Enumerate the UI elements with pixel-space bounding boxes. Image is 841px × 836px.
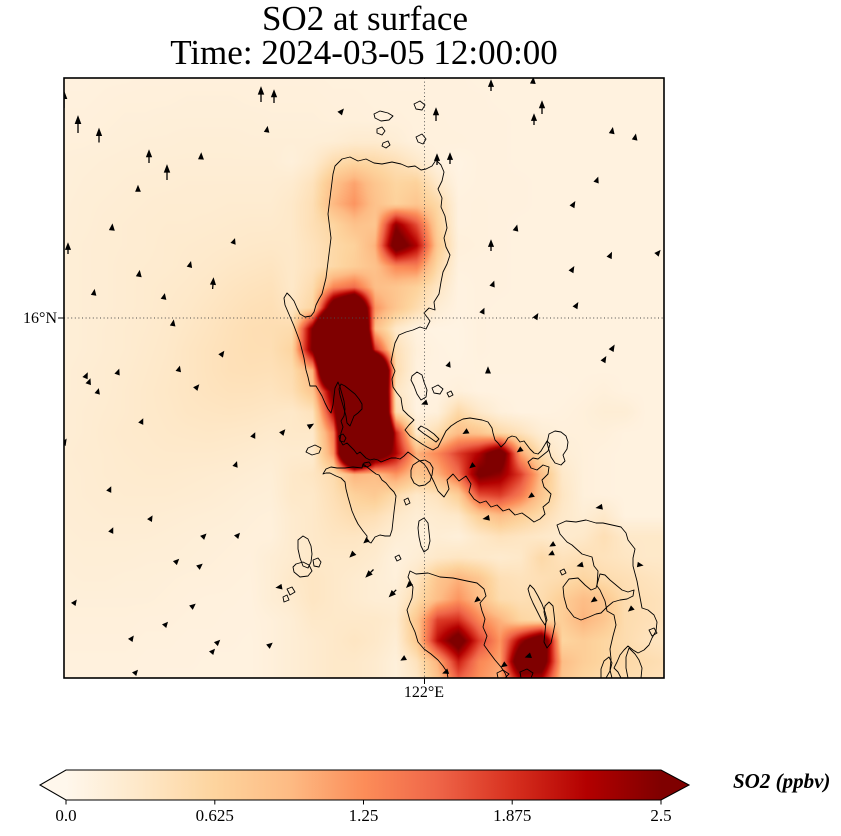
svg-text:16°N: 16°N bbox=[23, 310, 57, 327]
svg-text:0.0: 0.0 bbox=[55, 806, 76, 825]
svg-text:1.25: 1.25 bbox=[349, 806, 379, 825]
svg-text:122°E: 122°E bbox=[404, 684, 444, 701]
svg-text:1.875: 1.875 bbox=[493, 806, 531, 825]
svg-text:SO2 at surface: SO2 at surface bbox=[262, 0, 468, 38]
svg-text:SO2 (ppbv): SO2 (ppbv) bbox=[733, 769, 830, 793]
svg-text:Time: 2024-03-05 12:00:00: Time: 2024-03-05 12:00:00 bbox=[170, 33, 558, 72]
svg-text:2.5: 2.5 bbox=[650, 806, 671, 825]
svg-text:0.625: 0.625 bbox=[196, 806, 234, 825]
